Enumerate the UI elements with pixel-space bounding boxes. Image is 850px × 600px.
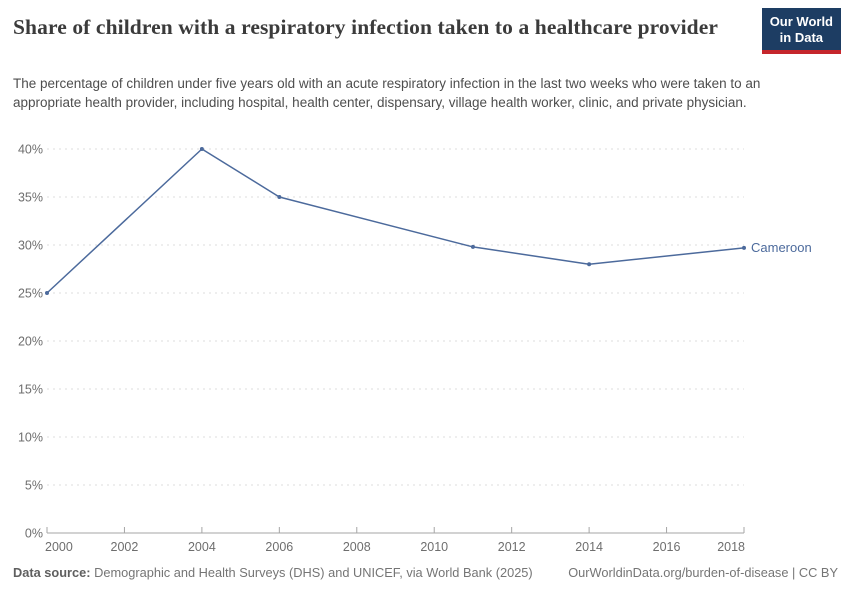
y-tick-label: 10% <box>18 431 43 445</box>
owid-logo-line2: in Data <box>779 30 824 45</box>
x-tick-label: 2008 <box>343 540 371 554</box>
series-line[interactable] <box>46 148 745 294</box>
x-tick-label: 2014 <box>575 540 603 554</box>
page-title: Share of children with a respiratory inf… <box>13 15 719 39</box>
x-tick-label: 2006 <box>265 540 293 554</box>
x-tick-label: 2018 <box>717 540 745 554</box>
datasource-label: Data source: <box>13 565 91 580</box>
license-link[interactable]: OurWorldinData.org/burden-of-disease | C… <box>568 565 838 580</box>
data-point[interactable] <box>470 244 475 249</box>
x-tick-label: 2012 <box>498 540 526 554</box>
datasource-text: Demographic and Health Surveys (DHS) and… <box>94 565 533 580</box>
owid-logo-line1: Our World <box>769 14 833 29</box>
data-point[interactable] <box>587 262 592 267</box>
series-cameroon[interactable]: Cameroon <box>45 147 812 295</box>
chart-footer: Data source: Demographic and Health Surv… <box>13 565 838 580</box>
y-tick-label: 40% <box>18 143 43 157</box>
x-tick-label: 2004 <box>188 540 216 554</box>
y-tick-label: 20% <box>18 335 43 349</box>
x-tick-label: 2016 <box>653 540 681 554</box>
y-tick-label: 30% <box>18 239 43 253</box>
datasource-note: Data source: Demographic and Health Surv… <box>13 565 533 580</box>
data-point[interactable] <box>199 147 204 151</box>
data-point[interactable] <box>277 195 282 199</box>
y-tick-label: 25% <box>18 287 43 301</box>
chart-subtitle: The percentage of children under five ye… <box>13 76 761 110</box>
data-point[interactable] <box>742 245 746 250</box>
x-tick-label: 2000 <box>45 540 73 554</box>
owid-logo[interactable]: Our World in Data <box>761 8 841 54</box>
y-tick-label: 35% <box>18 191 43 205</box>
x-tick-label: 2002 <box>111 540 139 554</box>
data-point[interactable] <box>45 291 49 295</box>
x-tick-label: 2010 <box>420 540 448 554</box>
y-tick-label: 5% <box>25 479 43 493</box>
entity-label[interactable]: Cameroon <box>751 240 812 255</box>
y-tick-label: 0% <box>25 527 43 541</box>
y-tick-label: 15% <box>18 383 43 397</box>
